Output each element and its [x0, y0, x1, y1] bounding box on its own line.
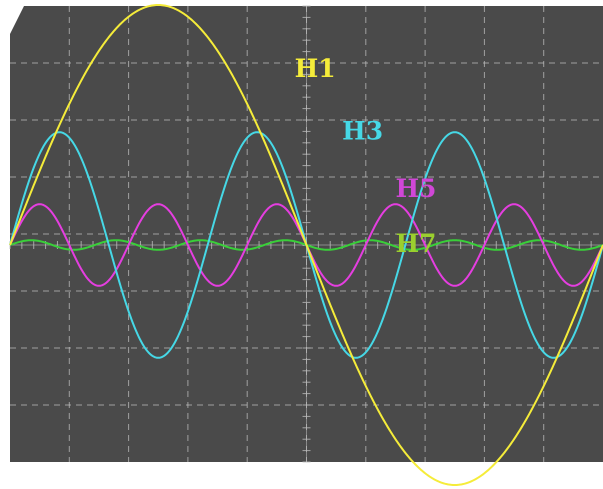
- series-label-h7: H7: [395, 229, 436, 258]
- series-label-h3: H3: [342, 116, 383, 145]
- series-label-h1: H1: [295, 54, 336, 83]
- series-label-h5: H5: [395, 174, 436, 203]
